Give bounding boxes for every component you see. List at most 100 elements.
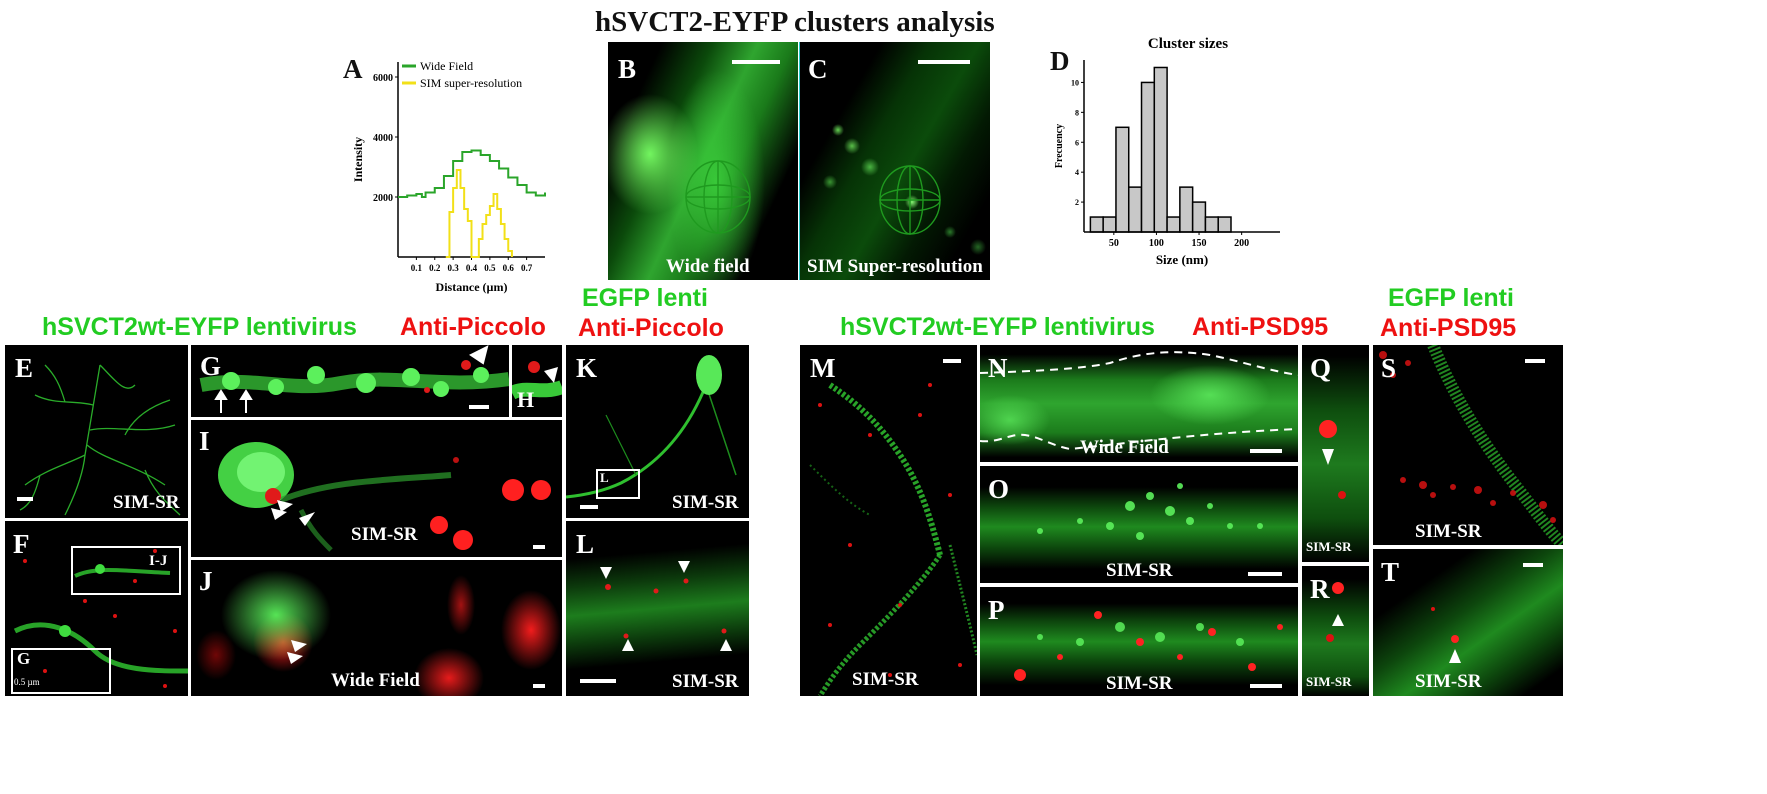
histogram-bar xyxy=(1204,216,1219,233)
panel-t: T SIM-SR xyxy=(1373,549,1563,696)
scale-label: 0.5 µm xyxy=(14,677,40,687)
caption-i: SIM-SR xyxy=(351,524,418,545)
synapse-sim xyxy=(218,442,551,552)
scale-bar xyxy=(732,60,780,64)
heading-mid-green: EGFP lenti xyxy=(582,284,708,312)
scale-bar xyxy=(533,545,545,549)
x-tick-label: 0.3 xyxy=(448,263,460,273)
scale-bar xyxy=(943,359,961,363)
panel-label-b: B xyxy=(618,54,637,84)
caption-s: SIM-SR xyxy=(1415,521,1482,542)
y-axis-label: Frecuency xyxy=(1054,124,1065,168)
dendrite-overview xyxy=(13,549,188,688)
caption-b: Wide field xyxy=(666,256,750,277)
panel-l: L SIM-SR xyxy=(566,521,749,696)
inset-box-l xyxy=(596,469,640,499)
caption-r: SIM-SR xyxy=(1306,674,1352,689)
cluster-ellipsoid-icon xyxy=(879,165,941,235)
y-tick-label: 6 xyxy=(1075,138,1079,147)
neuron-sim-overview xyxy=(809,382,977,696)
inset-box-g xyxy=(11,648,111,694)
x-tick-label: 0.4 xyxy=(466,263,478,273)
panel-m: M SIM-SR xyxy=(800,345,977,696)
histogram-bar xyxy=(1153,66,1168,233)
neuron-branches xyxy=(19,364,181,516)
panel-r: R SIM-SR xyxy=(1302,566,1369,696)
panel-f: F I-J G 0.5 µm xyxy=(5,521,188,696)
histogram-bar xyxy=(1166,216,1181,233)
scale-bar xyxy=(1250,449,1282,453)
x-tick-label: 0.1 xyxy=(411,263,423,273)
panel-label-r: R xyxy=(1310,574,1330,604)
scale-bar xyxy=(1248,572,1282,576)
panel-n-wide-field: N Wide Field xyxy=(980,345,1298,462)
spine-psd95-r xyxy=(1326,582,1344,642)
series-line xyxy=(445,169,513,258)
caption-n: Wide Field xyxy=(1080,437,1169,458)
scale-bar xyxy=(1525,359,1545,363)
x-axis-label: Size (nm) xyxy=(1156,252,1208,267)
histogram-bar xyxy=(1115,126,1130,233)
panel-s: S SIM-SR xyxy=(1373,345,1563,545)
x-tick-label: 0.2 xyxy=(429,263,441,273)
scale-bar xyxy=(1523,563,1543,567)
cluster-size-histogram: Cluster sizes 2 4 6 8 10 50 100 150 200 Size (nm) F… xyxy=(1054,36,1280,267)
x-tick-label: 150 xyxy=(1192,238,1207,249)
series-line xyxy=(398,149,546,198)
scale-bar xyxy=(17,497,33,501)
panel-b-wide-field: B Wide field xyxy=(608,42,798,280)
y-tick-label: 4 xyxy=(1075,168,1079,177)
panel-label-m: M xyxy=(810,353,836,383)
y-tick-label: 10 xyxy=(1071,78,1079,87)
cluster-ellipsoid-icon xyxy=(685,160,751,234)
dendrite-sim-colocalization xyxy=(1014,611,1283,681)
heading-far-green: EGFP lenti xyxy=(1388,284,1514,312)
panel-label-c: C xyxy=(808,54,828,84)
panel-label-l: L xyxy=(576,529,595,559)
heading-left-green: hSVCT2wt-EYFP lentivirus xyxy=(42,313,357,341)
panel-label-a: A xyxy=(343,54,363,84)
histogram-bar xyxy=(1217,216,1232,233)
histogram-bar xyxy=(1089,216,1104,233)
heading-left-red: Anti-Piccolo xyxy=(400,313,546,341)
scale-bar xyxy=(469,405,489,409)
dendrite-sim-puncta xyxy=(1037,483,1263,540)
inset-label-l: L xyxy=(600,470,609,485)
y-tick-label: 4000 xyxy=(373,133,393,144)
panel-label-g: G xyxy=(200,351,222,381)
egfp-neuron xyxy=(566,355,737,499)
panel-p: P SIM-SR xyxy=(980,587,1298,696)
panel-label-n: N xyxy=(988,353,1008,383)
caption-k: SIM-SR xyxy=(672,492,739,513)
x-tick-label: 0.7 xyxy=(521,263,533,273)
spine-psd95-q xyxy=(1319,420,1346,499)
caption-c: SIM Super-resolution xyxy=(807,256,983,277)
legend-label: Wide Field xyxy=(420,59,473,73)
histogram-bar xyxy=(1140,81,1156,233)
panel-c-sim: C SIM Super-resolution xyxy=(799,42,990,280)
caption-m: SIM-SR xyxy=(852,669,919,690)
arrowheads xyxy=(287,640,307,664)
histogram-bar xyxy=(1127,186,1143,233)
panel-i: I SIM-SR xyxy=(191,420,562,557)
caption-o: SIM-SR xyxy=(1106,560,1173,581)
panel-label-o: O xyxy=(988,474,1010,504)
panel-j: J Wide Field xyxy=(191,560,562,696)
panel-label-d: D xyxy=(1050,46,1070,76)
panel-o: O SIM-SR xyxy=(980,466,1298,583)
panel-label-i: I xyxy=(199,426,210,456)
panel-q: Q SIM-SR xyxy=(1302,345,1369,562)
x-axis-label: Distance (µm) xyxy=(436,280,508,294)
inset-label-g: G xyxy=(17,649,31,668)
y-tick-label: 6000 xyxy=(373,73,393,84)
y-tick-label: 2 xyxy=(1075,198,1079,207)
heading-right-red: Anti-PSD95 xyxy=(1192,313,1329,341)
caption-t: SIM-SR xyxy=(1415,671,1482,692)
panel-g: G xyxy=(191,345,509,417)
scale-bar xyxy=(580,505,598,509)
histogram-bar xyxy=(1179,186,1194,233)
inset-label-ij: I-J xyxy=(149,553,168,569)
egfp-dendrite-psd95 xyxy=(1379,345,1563,545)
panel-label-q: Q xyxy=(1310,353,1332,383)
x-tick-label: 200 xyxy=(1234,238,1249,249)
